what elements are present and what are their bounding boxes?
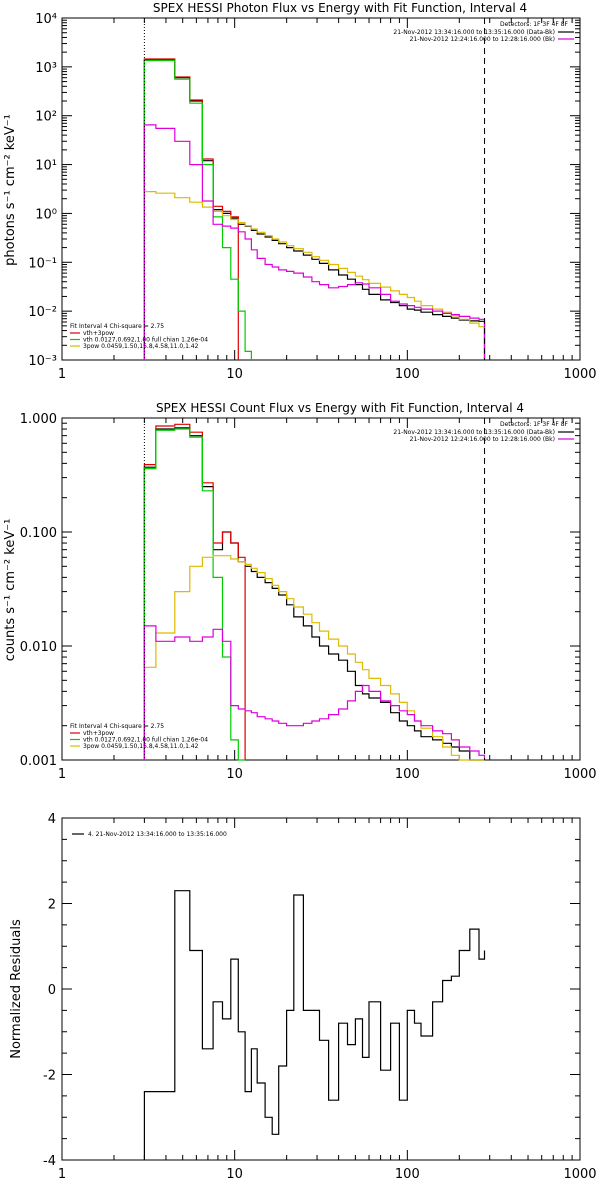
y-tick-label: 0 <box>48 983 56 998</box>
series-line <box>143 625 486 760</box>
x-tick-label: 1000 <box>563 767 596 782</box>
legend-header: Detectors: 1F 3F 4F 8F <box>500 421 569 428</box>
series-line <box>143 428 246 761</box>
y-tick-label: 10⁻² <box>28 305 57 320</box>
series-layer <box>143 418 486 761</box>
legend-label: 3pow 0.0459,1.50,15.8,4.58,11.0,1.42 <box>83 343 199 350</box>
legend-label: 21-Nov-2012 12:24:16.000 to 12:28:16.000… <box>410 436 555 443</box>
series-layer <box>143 18 486 360</box>
residuals-panel: 1 10 100 1000 -4 -2 0 2 4 Normalized Residuals 4… <box>9 812 597 1182</box>
x-tick-label: 10 <box>226 1167 243 1182</box>
legend-label: vth 0.0127,0.692,1.00 full chian 1.26e-0… <box>83 737 208 744</box>
series-line <box>143 59 252 360</box>
photon-flux-panel: SPEX HESSI Photon Flux vs Energy with Fi… <box>3 1 597 382</box>
y-axis-title: Normalized Residuals <box>9 919 24 1059</box>
legend-bottom-left: Fit Interval 4 Chi-square = 2.75vth+3pow… <box>70 323 208 350</box>
x-tick-label: 10 <box>226 767 243 782</box>
y-tick-label: 10⁰ <box>35 207 57 222</box>
series-line <box>143 427 485 761</box>
legend-label: vth+3pow <box>83 330 114 337</box>
series-line <box>143 124 486 360</box>
legend-header: Fit Interval 4 Chi-square = 2.75 <box>70 723 164 730</box>
legend-label: 21-Nov-2012 13:34:16.000 to 13:35:16.000… <box>393 29 555 36</box>
y-tick-label: 2 <box>48 898 56 913</box>
plot-frame <box>61 417 581 761</box>
y-tick-label: 0.001 <box>20 754 57 769</box>
x-tick-label: 100 <box>395 767 420 782</box>
y-tick-label: 4 <box>48 812 56 827</box>
series-line <box>143 59 486 360</box>
y-tick-label: 10⁻³ <box>28 354 57 369</box>
series-line <box>143 423 246 760</box>
y-tick-label: 10⁴ <box>35 12 57 27</box>
x-tick-label: 1 <box>58 367 66 382</box>
x-tick-label: 1000 <box>563 367 596 382</box>
legend-label: vth+3pow <box>83 730 114 737</box>
axis-ticks: 1 10 100 1000 10⁻³ 10⁻² 10⁻¹ 10⁰ 10¹ 10² 10³ 10⁴ <box>28 12 596 382</box>
y-axis-title: photons s⁻¹ cm⁻² keV⁻¹ <box>3 114 18 266</box>
series-line <box>143 191 486 360</box>
series-line <box>143 555 485 761</box>
plot-frame <box>61 17 581 361</box>
x-tick-label: 100 <box>395 367 420 382</box>
legend-label: 3pow 0.0459,1.50,15.8,4.58,11.0,1.42 <box>83 743 199 750</box>
y-axis-title: counts s⁻¹ cm⁻² keV⁻¹ <box>3 519 18 662</box>
legend-label: 21-Nov-2012 12:24:16.000 to 12:28:16.000… <box>410 36 555 43</box>
count-flux-panel: SPEX HESSI Count Flux vs Energy with Fit… <box>3 401 597 782</box>
legend-label: 4. 21-Nov-2012 13:34:16.000 to 13:35:16.… <box>88 831 227 838</box>
y-tick-label: 10¹ <box>35 159 57 174</box>
x-tick-label: 1 <box>58 1167 66 1182</box>
axis-ticks: 1 10 100 1000 0.001 0.010 0.100 1.000 <box>20 412 597 782</box>
y-tick-label: 1.000 <box>20 412 57 427</box>
chart-title: SPEX HESSI Photon Flux vs Energy with Fi… <box>153 1 527 15</box>
y-tick-label: 0.100 <box>20 526 57 541</box>
y-tick-label: -2 <box>43 1069 56 1084</box>
legend: 4. 21-Nov-2012 13:34:16.000 to 13:35:16.… <box>72 831 227 838</box>
y-tick-label: 10⁻¹ <box>28 256 57 271</box>
x-tick-label: 1000 <box>563 1167 596 1182</box>
chart-title: SPEX HESSI Count Flux vs Energy with Fit… <box>156 401 524 415</box>
series-layer <box>143 890 486 1160</box>
plot-frame <box>61 817 581 1161</box>
y-tick-label: 10² <box>35 110 57 125</box>
y-tick-label: -4 <box>43 1154 56 1169</box>
series-line <box>143 890 486 1160</box>
x-tick-label: 100 <box>395 1167 420 1182</box>
legend-header: Fit Interval 4 Chi-square = 2.75 <box>70 323 164 330</box>
legend-bottom-left: Fit Interval 4 Chi-square = 2.75vth+3pow… <box>70 723 208 750</box>
legend-label: vth 0.0127,0.692,1.00 full chian 1.26e-0… <box>83 337 208 344</box>
x-tick-label: 1 <box>58 767 66 782</box>
legend-label: 21-Nov-2012 13:34:16.000 to 13:35:16.000… <box>393 429 555 436</box>
legend-header: Detectors: 1F 3F 4F 8F <box>500 21 569 28</box>
x-tick-label: 10 <box>226 367 243 382</box>
series-line <box>143 58 239 360</box>
y-tick-label: 0.010 <box>20 640 57 655</box>
axis-ticks: 1 10 100 1000 -4 -2 0 2 4 <box>43 812 597 1182</box>
y-tick-label: 10³ <box>35 61 57 76</box>
